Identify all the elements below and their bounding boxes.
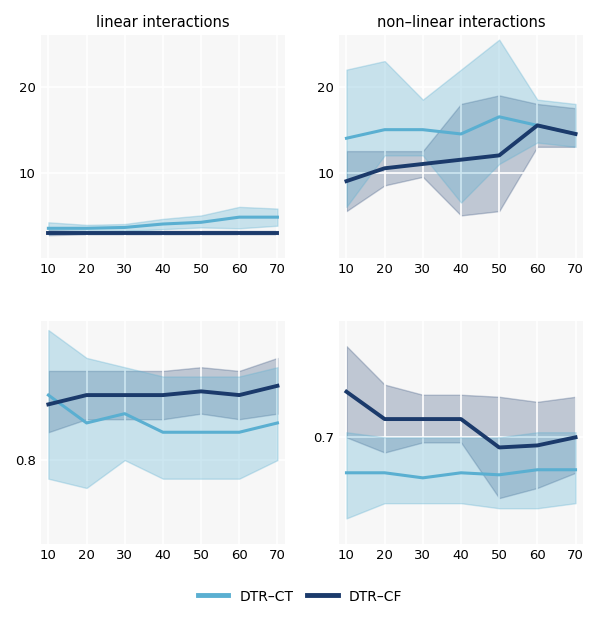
Legend: DTR–CT, DTR–CF: DTR–CT, DTR–CF [192, 584, 408, 610]
Title: linear interactions: linear interactions [96, 15, 230, 30]
Title: non–linear interactions: non–linear interactions [377, 15, 545, 30]
